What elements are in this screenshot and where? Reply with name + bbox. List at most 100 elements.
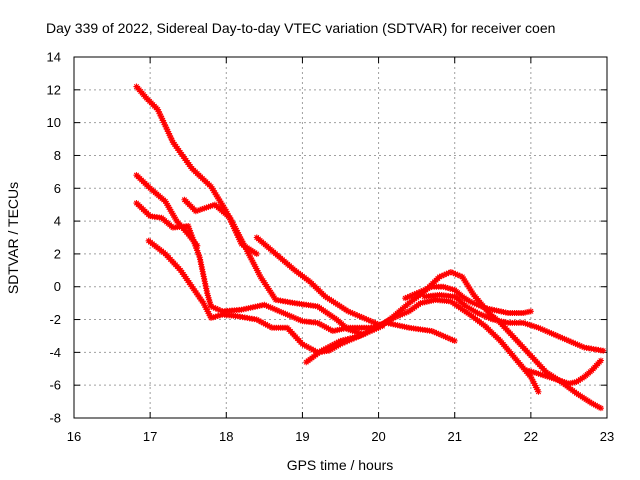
data-point — [218, 200, 225, 207]
data-point — [522, 320, 529, 327]
data-point — [588, 400, 595, 407]
data-point — [242, 244, 249, 251]
x-tick-label: 20 — [371, 429, 385, 444]
data-point — [195, 251, 202, 258]
data-point — [544, 328, 551, 335]
data-point — [360, 331, 367, 338]
data-point — [442, 284, 449, 291]
data-point — [470, 307, 477, 314]
data-point — [253, 316, 260, 323]
data-point — [288, 313, 295, 320]
data-point — [428, 328, 435, 335]
data-point — [159, 117, 166, 124]
data-point — [212, 305, 219, 312]
y-tick-label: 2 — [54, 246, 61, 261]
data-point — [219, 202, 226, 209]
data-point — [561, 336, 568, 343]
data-point — [214, 306, 221, 313]
data-point — [422, 286, 429, 293]
data-point — [433, 330, 440, 337]
data-point — [466, 298, 473, 305]
data-point — [185, 223, 192, 230]
data-point — [526, 321, 533, 328]
y-tick-label: -2 — [49, 312, 61, 327]
x-tick-label: 19 — [295, 429, 309, 444]
data-point — [367, 328, 374, 335]
data-point — [574, 341, 581, 348]
data-point — [301, 342, 308, 349]
data-point — [339, 337, 346, 344]
data-point — [445, 269, 452, 276]
grid — [74, 57, 607, 418]
data-point — [318, 347, 325, 354]
data-point — [438, 331, 445, 338]
data-point — [592, 402, 599, 409]
data-point — [555, 333, 562, 340]
data-point — [269, 305, 276, 312]
data-point — [274, 307, 281, 314]
data-point — [466, 305, 473, 312]
series-track-4 — [181, 196, 367, 338]
data-point — [435, 330, 442, 337]
data-point — [335, 342, 342, 349]
data-point — [197, 206, 204, 213]
data-point — [531, 380, 538, 387]
data-point — [570, 339, 577, 346]
data-point — [284, 311, 291, 318]
data-point — [216, 197, 223, 204]
data-point — [263, 302, 270, 309]
data-point — [349, 334, 356, 341]
data-point — [323, 324, 330, 331]
data-point — [527, 308, 534, 315]
data-point — [297, 317, 304, 324]
data-point — [590, 401, 597, 408]
data-point — [533, 384, 540, 391]
data-point — [557, 377, 564, 384]
data-point — [528, 376, 535, 383]
data-point — [358, 332, 365, 339]
data-point — [559, 335, 566, 342]
data-point — [214, 193, 221, 200]
data-point — [195, 249, 202, 256]
data-point — [322, 345, 329, 352]
data-point — [534, 386, 541, 393]
data-point — [293, 315, 300, 322]
data-point — [239, 238, 246, 245]
data-point — [230, 221, 237, 228]
data-point — [314, 319, 321, 326]
data-point — [163, 200, 170, 207]
data-point — [193, 245, 200, 252]
data-point — [520, 319, 527, 326]
data-point — [442, 333, 449, 340]
data-point — [344, 336, 351, 343]
data-point — [157, 113, 164, 120]
data-point — [233, 227, 240, 234]
data-point — [401, 310, 408, 317]
axis-ticks: 16 17 18 19 20 21 22 23 -8 -6 -4 -2 0 2 4 6 8 10 12 14 — [47, 50, 615, 445]
data-point — [205, 294, 212, 301]
data-point — [431, 329, 438, 336]
data-point — [169, 210, 176, 217]
data-point — [186, 225, 193, 232]
data-point — [369, 327, 376, 334]
data-point — [316, 320, 323, 327]
data-point — [337, 337, 344, 344]
data-point — [557, 334, 564, 341]
data-point — [351, 334, 358, 341]
data-point — [254, 267, 261, 274]
data-point — [244, 248, 251, 255]
data-point — [327, 346, 334, 353]
data-point — [261, 301, 268, 308]
data-point — [208, 314, 215, 321]
data-point — [440, 283, 447, 290]
data-point — [552, 332, 559, 339]
y-tick-label: 6 — [54, 181, 61, 196]
data-point — [189, 234, 196, 241]
y-axis-label: SDTVAR / TECUs — [5, 182, 21, 294]
data-point — [447, 285, 454, 292]
data-point — [535, 324, 542, 331]
data-point — [245, 250, 252, 257]
data-point — [349, 327, 356, 334]
data-point — [276, 308, 283, 315]
data-point — [331, 344, 338, 351]
